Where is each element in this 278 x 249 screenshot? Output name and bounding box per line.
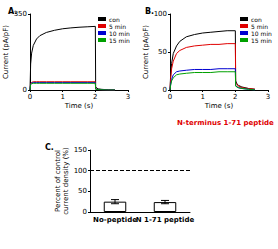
svg-text:N-terminus 1-71 peptide: N-terminus 1-71 peptide	[177, 119, 274, 127]
svg-text:Time (s): Time (s)	[204, 102, 234, 110]
svg-text:10 min: 10 min	[109, 30, 130, 37]
svg-text:150: 150	[74, 146, 87, 154]
svg-text:0: 0	[23, 86, 27, 94]
svg-text:50: 50	[78, 187, 87, 195]
svg-text:con: con	[251, 16, 262, 23]
svg-text:100: 100	[74, 167, 87, 175]
svg-text:350: 350	[13, 10, 27, 18]
svg-text:No-peptide: No-peptide	[93, 216, 137, 224]
svg-text:15 min: 15 min	[251, 37, 272, 44]
svg-text:0: 0	[28, 93, 32, 101]
svg-text:3: 3	[266, 93, 270, 101]
svg-text:3: 3	[126, 93, 130, 101]
svg-text:Percent of control: Percent of control	[54, 150, 62, 212]
svg-text:1: 1	[60, 93, 64, 101]
svg-text:0: 0	[163, 86, 167, 94]
svg-text:5 min: 5 min	[109, 23, 126, 30]
svg-text:N 1-71 peptide: N 1-71 peptide	[136, 216, 195, 224]
svg-text:Time (s): Time (s)	[64, 102, 94, 110]
svg-text:con: con	[109, 16, 120, 23]
svg-text:Current (pA/pF): Current (pA/pF)	[2, 25, 10, 79]
svg-text:100: 100	[154, 10, 167, 18]
svg-text:0: 0	[83, 208, 87, 216]
svg-text:0: 0	[168, 93, 172, 101]
svg-text:2: 2	[233, 93, 237, 101]
svg-text:1: 1	[200, 93, 204, 101]
svg-text:B.: B.	[145, 7, 154, 16]
svg-text:C.: C.	[45, 143, 54, 152]
svg-text:15 min: 15 min	[109, 37, 130, 44]
svg-text:current density (%): current density (%)	[62, 147, 70, 215]
svg-text:10 min: 10 min	[251, 30, 272, 37]
svg-text:5 min: 5 min	[251, 23, 268, 30]
svg-text:2: 2	[93, 93, 97, 101]
svg-text:A.: A.	[8, 7, 17, 16]
svg-text:50: 50	[158, 48, 167, 56]
svg-text:Current (pA/pF): Current (pA/pF)	[142, 25, 150, 79]
